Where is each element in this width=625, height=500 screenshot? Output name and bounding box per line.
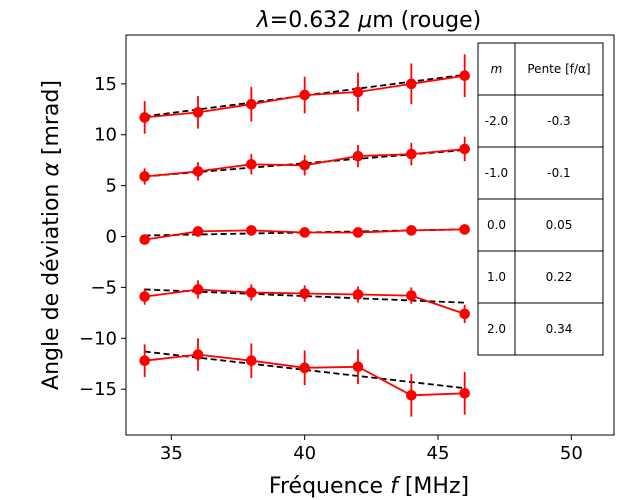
table-m-value: -1.0 xyxy=(485,166,508,180)
table-slope-value: -0.1 xyxy=(547,166,570,180)
data-point xyxy=(459,143,470,155)
data-point xyxy=(139,171,150,182)
data-point xyxy=(459,387,470,399)
x-axis-label: Fréquence f [MHz] xyxy=(269,474,469,499)
data-point xyxy=(246,158,257,170)
x-tick-label: 40 xyxy=(293,443,316,464)
data-point xyxy=(139,291,150,302)
y-tick-label: −5 xyxy=(90,277,117,298)
y-tick-label: −10 xyxy=(79,328,117,349)
x-tick-label: 50 xyxy=(560,443,583,464)
series-m-2.0 xyxy=(139,54,470,134)
x-tick-label: 45 xyxy=(427,443,450,464)
table-slope-value: 0.22 xyxy=(546,270,573,284)
chart-title: λ=0.632 μm (rouge) xyxy=(256,8,482,33)
y-tick-label: 10 xyxy=(94,125,117,146)
data-point xyxy=(406,78,417,90)
data-point xyxy=(406,390,417,401)
data-point xyxy=(299,89,310,101)
data-point xyxy=(299,362,310,374)
table-m-value: 0.0 xyxy=(487,218,506,232)
table-header-slope: Pente [f/α] xyxy=(527,62,590,76)
data-point xyxy=(299,288,310,299)
table-cell xyxy=(514,302,604,356)
data-point xyxy=(352,289,364,300)
data-point xyxy=(192,349,204,360)
table-m-value: -2.0 xyxy=(485,114,508,128)
table-slope-value: -0.3 xyxy=(547,114,570,128)
data-point xyxy=(192,284,204,295)
y-tick-label: 0 xyxy=(106,227,117,248)
table-header-m: m xyxy=(491,62,503,76)
data-point xyxy=(299,227,310,238)
data-point xyxy=(246,287,257,298)
data-point xyxy=(459,224,470,235)
data-point xyxy=(352,150,364,162)
x-tick-label: 35 xyxy=(160,443,183,464)
axis-ticks: 35 40 45 50 −15 −10 −5 0 5 10 15 xyxy=(79,74,583,464)
data-point xyxy=(459,70,470,82)
y-tick-label: 15 xyxy=(94,74,117,95)
data-point xyxy=(406,290,417,301)
series-m--2.0 xyxy=(139,338,470,417)
data-point xyxy=(139,355,150,366)
y-tick-label: 5 xyxy=(106,176,117,197)
table-m-value: 1.0 xyxy=(487,270,506,284)
y-tick-label: −15 xyxy=(79,379,117,400)
series-m--1.0 xyxy=(139,280,470,324)
data-point xyxy=(246,225,257,236)
data-point xyxy=(299,159,310,171)
series-m-1.0 xyxy=(139,136,470,185)
data-point xyxy=(406,225,417,236)
data-point xyxy=(192,107,204,118)
data-point xyxy=(246,355,257,366)
data-point xyxy=(139,234,150,245)
data-point xyxy=(352,86,364,98)
data-point xyxy=(192,166,204,177)
y-axis-label: Angle de déviation α [mrad] xyxy=(39,80,64,390)
plot-frame xyxy=(125,34,615,436)
data-point xyxy=(352,227,364,238)
data-point xyxy=(139,112,150,123)
series-m-0.0 xyxy=(139,224,470,245)
data-point xyxy=(192,226,204,237)
data-point xyxy=(459,308,470,320)
slope-table: m Pente [f/α] -2.0 -0.3 -1.0 -0.1 0.0 0.05 1.0 0.… xyxy=(477,42,604,356)
table-slope-value: 0.05 xyxy=(546,218,573,232)
data-point xyxy=(352,361,364,373)
data-point xyxy=(406,148,417,160)
table-slope-value: 0.34 xyxy=(546,322,573,336)
table-m-value: 2.0 xyxy=(487,322,506,336)
data-point xyxy=(246,98,257,110)
plot-area xyxy=(125,34,615,436)
